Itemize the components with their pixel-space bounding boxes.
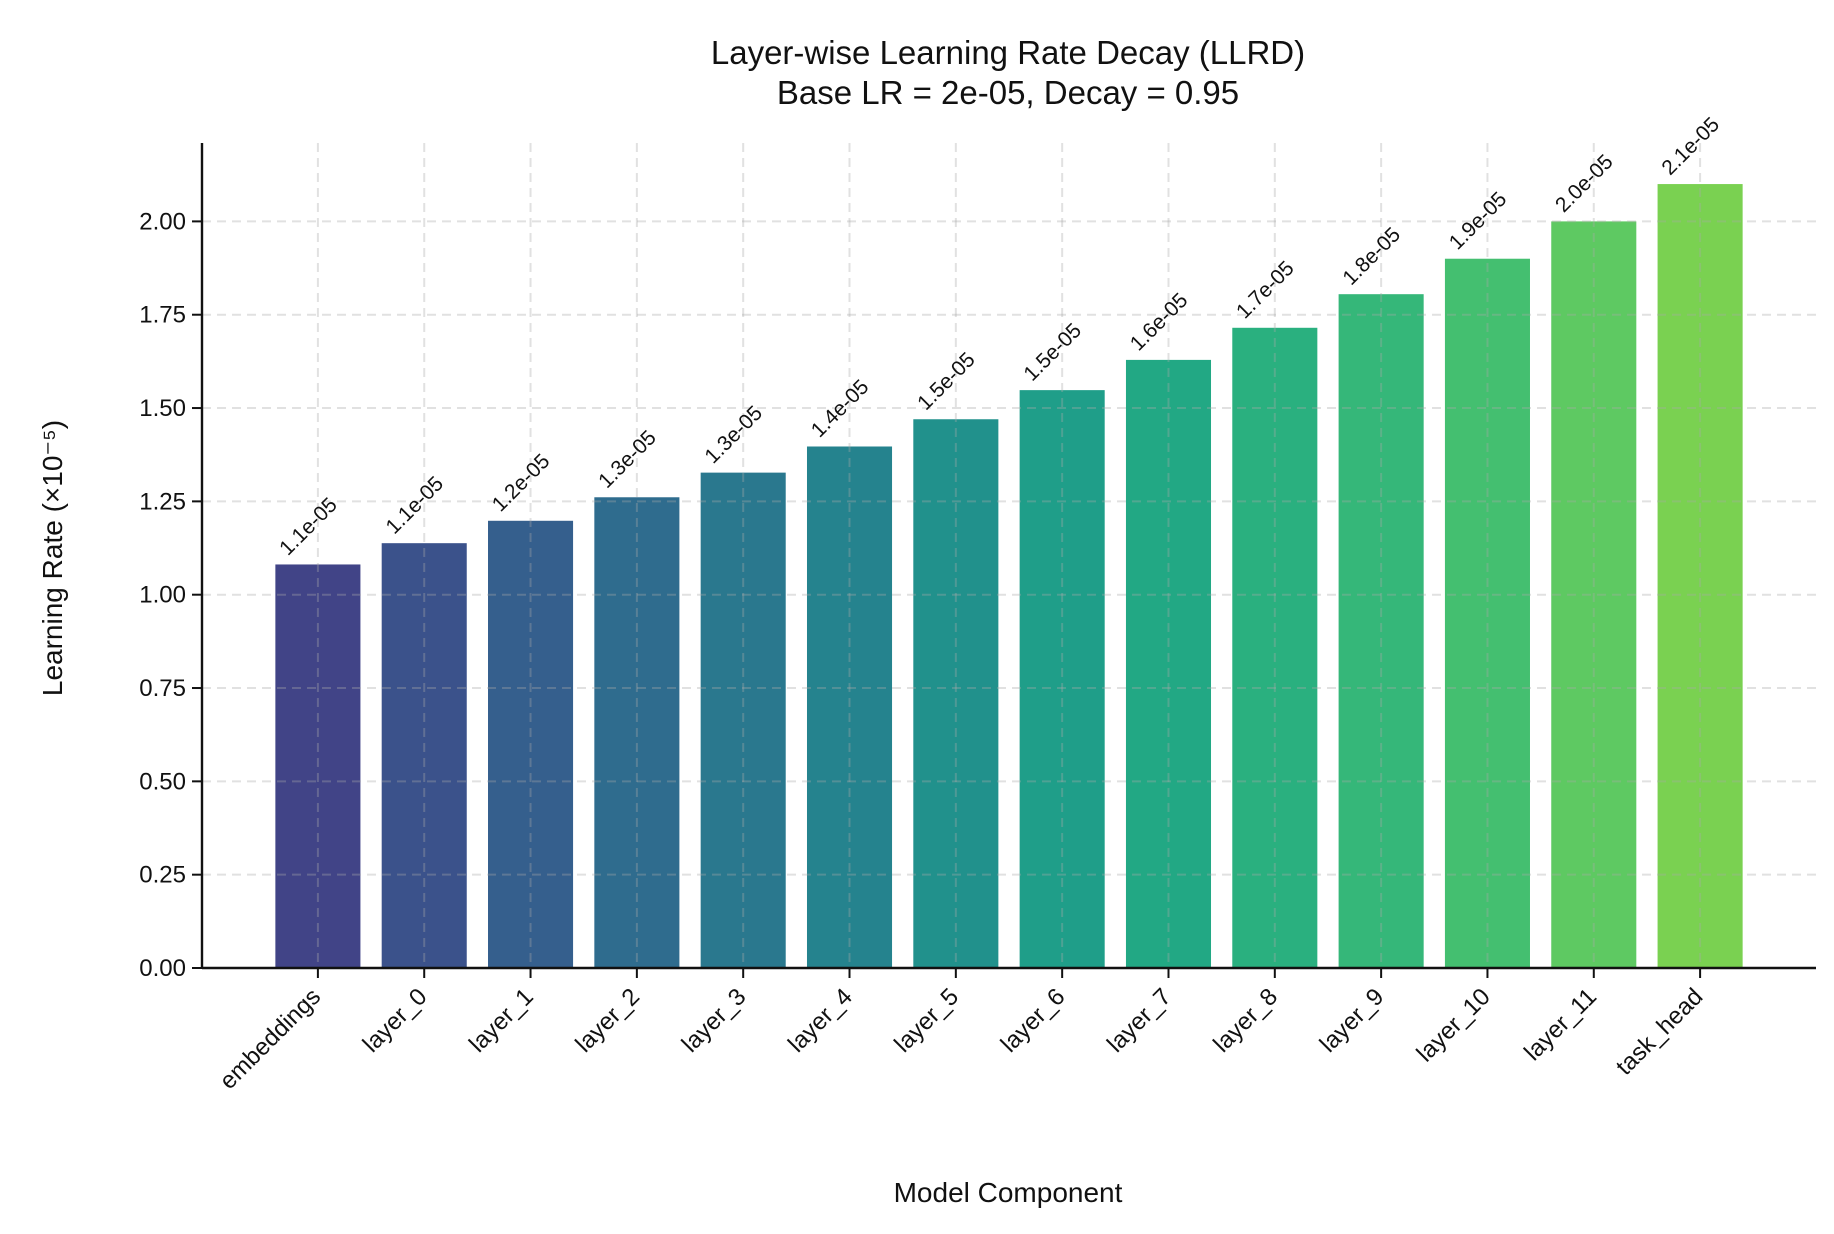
x-tick-label: layer_0	[358, 983, 433, 1058]
data-label: 2.1e-05	[1657, 113, 1724, 180]
bar-layer_5	[913, 419, 999, 968]
x-axis-label: Model Component	[894, 1177, 1123, 1208]
y-tick-label: 0.75	[139, 675, 186, 702]
data-label: 1.5e-05	[1019, 319, 1086, 386]
x-tick-label: layer_2	[570, 983, 645, 1058]
data-label: 1.3e-05	[594, 426, 661, 493]
bar-layer_9	[1338, 294, 1424, 969]
x-tick-label: layer_6	[996, 983, 1071, 1058]
y-axis-label: Learning Rate (×10⁻⁵)	[37, 420, 68, 696]
x-tick-label: task_head	[1611, 983, 1708, 1080]
chart-title: Layer-wise Learning Rate Decay (LLRD)	[711, 34, 1305, 71]
x-tick-label: layer_4	[783, 983, 858, 1058]
bar-layer_8	[1232, 327, 1318, 969]
chart-subtitle: Base LR = 2e-05, Decay = 0.95	[777, 74, 1239, 111]
data-label: 1.8e-05	[1338, 223, 1405, 290]
bar-layer_1	[488, 520, 574, 968]
y-tick-label: 2.00	[139, 208, 186, 235]
bar-task_head	[1657, 184, 1743, 968]
grid	[202, 143, 1816, 969]
bar-layer_3	[700, 472, 786, 968]
y-tick-label: 1.25	[139, 488, 186, 515]
y-tick-label: 0.50	[139, 768, 186, 795]
x-tick-label: layer_1	[464, 983, 539, 1058]
data-label: 1.1e-05	[275, 493, 342, 560]
x-tick-label: layer_11	[1519, 983, 1602, 1066]
x-tick-label: layer_9	[1315, 983, 1390, 1058]
data-label: 1.6e-05	[1126, 289, 1193, 356]
bar-layer_11	[1551, 221, 1637, 968]
x-tick-label: embeddings	[215, 983, 327, 1095]
x-tick-label: layer_7	[1102, 983, 1177, 1058]
y-tick-label: 1.75	[139, 302, 186, 329]
data-label: 1.3e-05	[700, 402, 767, 469]
x-tick-label: layer_5	[889, 983, 964, 1058]
data-label: 1.2e-05	[488, 450, 555, 517]
x-tick-label: layer_10	[1412, 983, 1496, 1067]
bars	[275, 184, 1743, 969]
y-tick-label: 0.25	[139, 862, 186, 889]
data-label: 1.7e-05	[1232, 257, 1299, 324]
bar-layer_0	[381, 543, 467, 968]
bar-embeddings	[275, 564, 361, 968]
x-tick-label: layer_8	[1208, 983, 1283, 1058]
bar-layer_6	[1019, 390, 1105, 968]
y-tick-label: 1.00	[139, 582, 186, 609]
y-tick-label: 1.50	[139, 395, 186, 422]
bar-layer_4	[806, 446, 893, 968]
data-label: 2.0e-05	[1551, 150, 1618, 217]
bar-layer_2	[594, 497, 680, 968]
bar-layer_7	[1125, 359, 1212, 968]
x-tick-label: layer_3	[677, 983, 752, 1058]
y-tick-label: 0.00	[139, 955, 186, 982]
bar-layer_10	[1444, 258, 1530, 968]
data-label: 1.5e-05	[913, 348, 980, 415]
data-label: 1.1e-05	[381, 472, 448, 539]
